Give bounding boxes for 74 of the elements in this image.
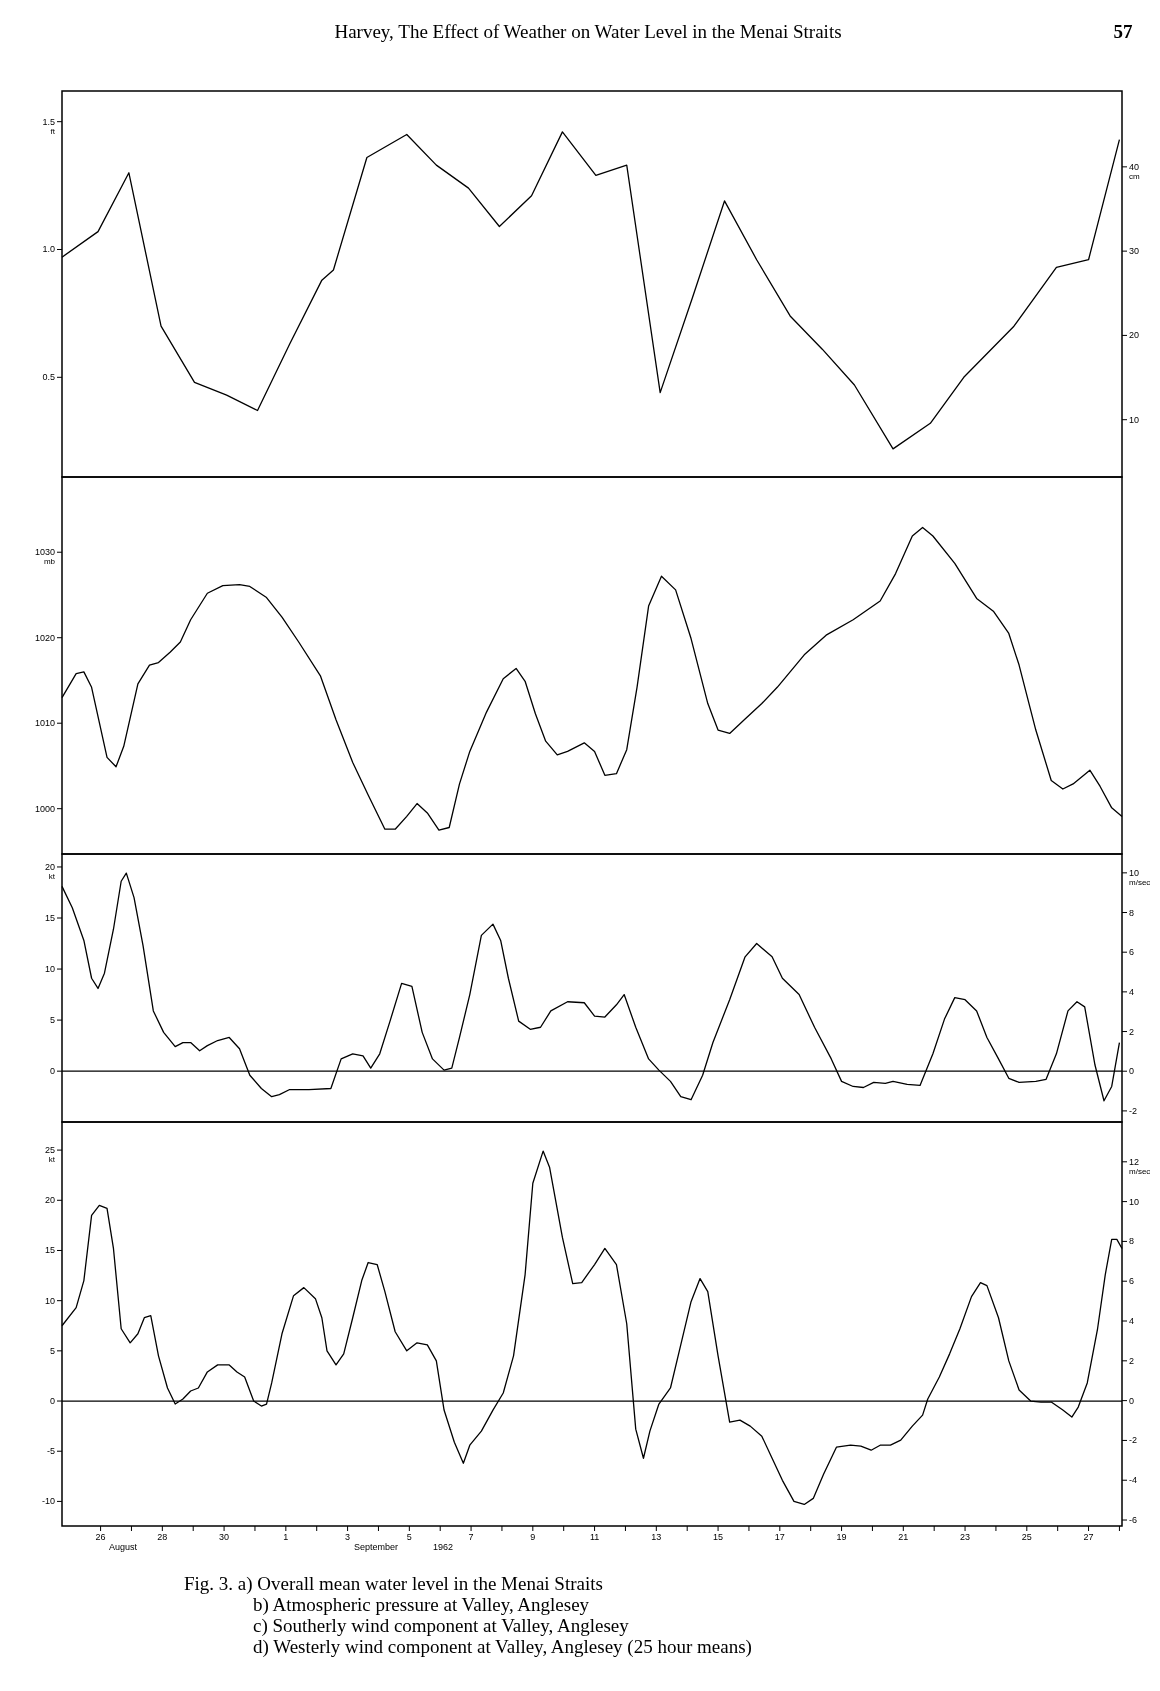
x-tick-label: 19 [836, 1532, 847, 1542]
x-tick-label: 27 [1083, 1532, 1094, 1542]
y2-tick-label: 6 [1129, 1276, 1135, 1287]
y2-tick-label: 0 [1129, 1395, 1135, 1406]
text: 57 [1113, 21, 1133, 42]
y2-tick-label: 20 [1129, 330, 1140, 341]
x-tick-label: 21 [898, 1532, 909, 1542]
y2-tick-label: 10 [1129, 867, 1140, 878]
y-tick-label: 10 [44, 1295, 55, 1306]
y2-tick-label: 30 [1129, 246, 1140, 257]
y-tick-label: 0.5 [42, 372, 55, 383]
y-tick-label: 0 [49, 1066, 55, 1077]
y-tick-label: 25 [44, 1145, 55, 1156]
y2-tick-label: 4 [1129, 986, 1135, 997]
y-axis-title: kt [48, 871, 56, 881]
x-tick-label: 17 [774, 1532, 785, 1542]
x-tick-label: 5 [406, 1532, 412, 1542]
y-tick-label: 1010 [34, 718, 55, 729]
y-tick-label: 20 [44, 861, 55, 872]
text: September [353, 1542, 399, 1552]
y2-tick-label: 10 [1129, 414, 1140, 425]
x-tick-label: 25 [1021, 1532, 1032, 1542]
x-tick-label: 23 [960, 1532, 971, 1542]
x-tick-label: 3 [345, 1532, 351, 1542]
y2-tick-label: 12 [1129, 1156, 1140, 1167]
y2-tick-label: 40 [1129, 161, 1140, 172]
text: 1962 [432, 1542, 454, 1552]
y-axis-title: mb [43, 557, 56, 567]
y-axis-title: kt [48, 1155, 56, 1165]
x-tick-label: 30 [219, 1532, 230, 1542]
x-tick-label: 7 [468, 1532, 474, 1542]
y2-tick-label: 4 [1129, 1316, 1135, 1327]
y-tick-label: -10 [41, 1496, 55, 1507]
x-tick-label: 26 [95, 1532, 106, 1542]
y2-tick-label: 2 [1129, 1026, 1135, 1037]
chart-title: Harvey, The Effect of Weather on Water Level in the Menai Straits [334, 21, 842, 42]
y-tick-label: 15 [44, 1245, 55, 1256]
caption: Fig. 3. a) Overall mean water level in the Menai Straits [184, 1573, 603, 1595]
y2-tick-label: 2 [1129, 1355, 1135, 1366]
y-tick-label: 20 [44, 1195, 55, 1206]
y2-tick-label: -4 [1129, 1475, 1138, 1486]
x-tick-label: 28 [157, 1532, 168, 1542]
y2-tick-label: 8 [1129, 1236, 1135, 1247]
y2-tick-label: -2 [1129, 1105, 1138, 1116]
x-tick-label: 9 [530, 1532, 536, 1542]
x-tick-label: 11 [589, 1532, 600, 1542]
y-tick-label: 10 [44, 964, 55, 975]
y2-tick-label: -2 [1129, 1435, 1138, 1446]
y-tick-label: 1030 [34, 547, 55, 558]
y2-tick-label: 0 [1129, 1066, 1135, 1077]
y-tick-label: 0 [49, 1396, 55, 1407]
y-tick-label: 5 [49, 1345, 55, 1356]
y2-tick-label: 8 [1129, 907, 1135, 918]
y2-tick-label: -6 [1129, 1515, 1138, 1526]
y-tick-label: 15 [44, 913, 55, 924]
y2-axis-title: m/sec [1129, 877, 1151, 887]
y2-axis-title: cm [1129, 171, 1140, 181]
y2-tick-label: 10 [1129, 1196, 1140, 1207]
x-tick-label: 15 [713, 1532, 724, 1542]
y-tick-label: 1020 [34, 632, 55, 643]
text: August [108, 1542, 138, 1552]
x-tick-label: 1 [283, 1532, 289, 1542]
text: c) Southerly wind component at Valley, Anglesey [253, 1615, 630, 1637]
y-tick-label: 1.5 [42, 116, 55, 127]
y2-tick-label: 6 [1129, 947, 1135, 958]
y-tick-label: 5 [49, 1015, 55, 1026]
y-tick-label: 1.0 [42, 244, 55, 255]
y-tick-label: -5 [46, 1446, 55, 1457]
y2-axis-title: m/sec [1129, 1166, 1151, 1176]
text: d) Westerly wind component at Valley, Anglesey (25 hour means) [253, 1636, 752, 1658]
text: b) Atmospheric pressure at Valley, Anglesey [253, 1594, 590, 1616]
x-tick-label: 13 [651, 1532, 662, 1542]
y-axis-title: ft [50, 126, 56, 136]
y-tick-label: 1000 [34, 803, 55, 814]
